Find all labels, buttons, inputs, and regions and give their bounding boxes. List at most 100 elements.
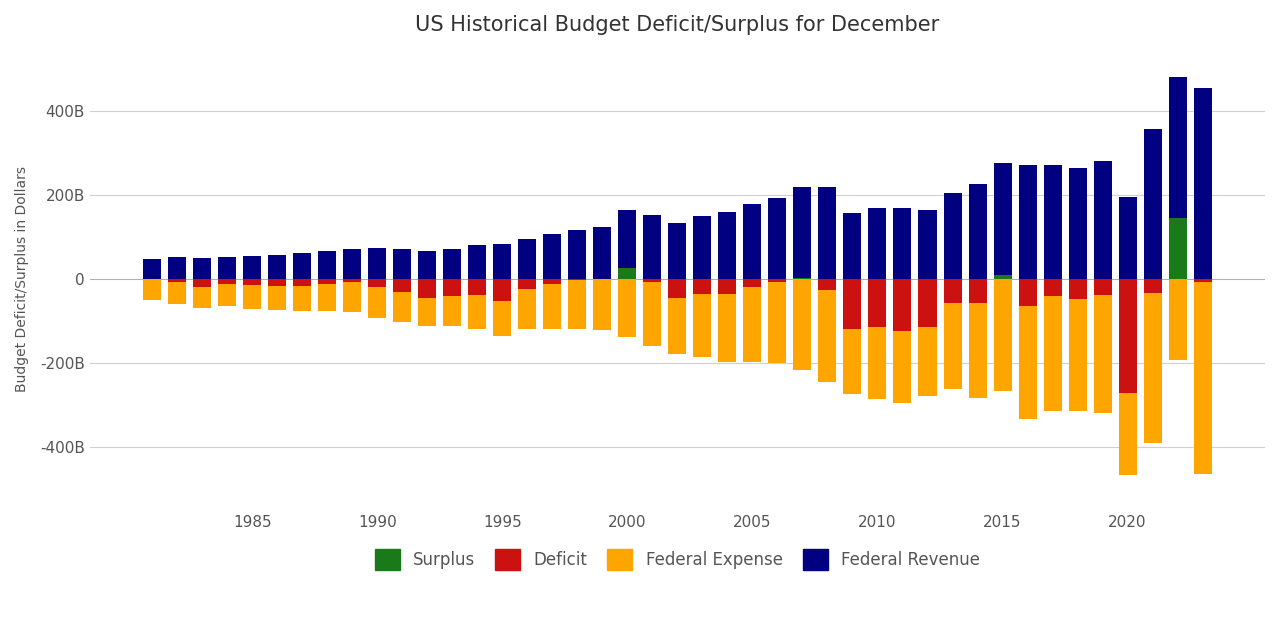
Bar (1069, 279, 1087, 411)
Bar (844, 213, 861, 279)
Bar (493, 279, 512, 337)
Bar (1143, 279, 1161, 294)
Bar (544, 235, 562, 279)
Bar (468, 279, 486, 295)
Bar (544, 279, 562, 329)
Bar (694, 279, 712, 294)
Bar (393, 249, 411, 279)
Bar (794, 279, 812, 370)
Bar (818, 187, 836, 279)
Bar (618, 210, 636, 279)
Bar (644, 279, 662, 345)
Bar (419, 251, 436, 279)
Bar (668, 223, 686, 279)
Bar (393, 279, 411, 292)
Bar (1019, 279, 1037, 306)
Bar (618, 268, 636, 279)
Bar (493, 279, 512, 301)
Bar (168, 257, 187, 279)
Bar (668, 279, 686, 354)
Bar (919, 279, 937, 396)
Bar (343, 279, 361, 312)
Bar (168, 279, 187, 304)
Title: US Historical Budget Deficit/Surplus for December: US Historical Budget Deficit/Surplus for… (415, 15, 940, 35)
Bar (618, 279, 636, 337)
Bar (419, 279, 436, 299)
Bar (893, 208, 911, 279)
Bar (644, 215, 662, 279)
Bar (969, 279, 987, 397)
Bar (893, 279, 911, 403)
Bar (1193, 279, 1212, 474)
Bar (718, 279, 736, 294)
Bar (1043, 279, 1061, 411)
Legend: Surplus, Deficit, Federal Expense, Federal Revenue: Surplus, Deficit, Federal Expense, Feder… (369, 542, 987, 576)
Bar (269, 255, 287, 279)
Bar (143, 279, 161, 300)
Bar (943, 279, 961, 303)
Bar (943, 279, 961, 389)
Bar (319, 251, 337, 279)
Bar (1143, 129, 1161, 279)
Bar (594, 228, 612, 279)
Bar (1193, 88, 1212, 279)
Bar (919, 279, 937, 327)
Bar (518, 279, 536, 288)
Bar (818, 279, 836, 382)
Bar (319, 279, 337, 284)
Bar (193, 279, 211, 287)
Bar (518, 239, 536, 279)
Bar (869, 279, 887, 399)
Bar (468, 279, 486, 329)
Bar (419, 279, 436, 326)
Bar (443, 249, 461, 279)
Bar (794, 187, 812, 279)
Y-axis label: Budget Deficit/Surplus in Dollars: Budget Deficit/Surplus in Dollars (15, 166, 29, 392)
Bar (1119, 279, 1137, 393)
Bar (1093, 279, 1111, 295)
Bar (293, 279, 311, 312)
Bar (718, 279, 736, 362)
Bar (1093, 162, 1111, 279)
Bar (993, 163, 1011, 279)
Bar (293, 253, 311, 279)
Bar (168, 279, 187, 283)
Bar (518, 279, 536, 329)
Bar (1143, 279, 1161, 443)
Bar (594, 279, 612, 330)
Bar (293, 279, 311, 286)
Bar (1043, 165, 1061, 279)
Bar (993, 279, 1011, 391)
Bar (694, 279, 712, 357)
Bar (744, 279, 762, 287)
Bar (269, 279, 287, 287)
Bar (193, 258, 211, 279)
Bar (969, 185, 987, 279)
Bar (1119, 197, 1137, 279)
Bar (993, 275, 1011, 279)
Bar (869, 208, 887, 279)
Bar (1093, 279, 1111, 413)
Bar (193, 279, 211, 308)
Bar (668, 279, 686, 298)
Bar (744, 279, 762, 362)
Bar (744, 204, 762, 279)
Bar (243, 279, 261, 308)
Bar (768, 279, 786, 363)
Bar (844, 279, 861, 329)
Bar (319, 279, 337, 312)
Bar (1119, 279, 1137, 475)
Bar (893, 279, 911, 331)
Bar (1019, 279, 1037, 419)
Bar (718, 212, 736, 279)
Bar (818, 279, 836, 290)
Bar (568, 230, 586, 279)
Bar (219, 279, 237, 284)
Bar (1169, 218, 1187, 279)
Bar (943, 193, 961, 279)
Bar (969, 279, 987, 303)
Bar (544, 279, 562, 284)
Bar (919, 210, 937, 279)
Bar (1169, 279, 1187, 360)
Bar (443, 279, 461, 326)
